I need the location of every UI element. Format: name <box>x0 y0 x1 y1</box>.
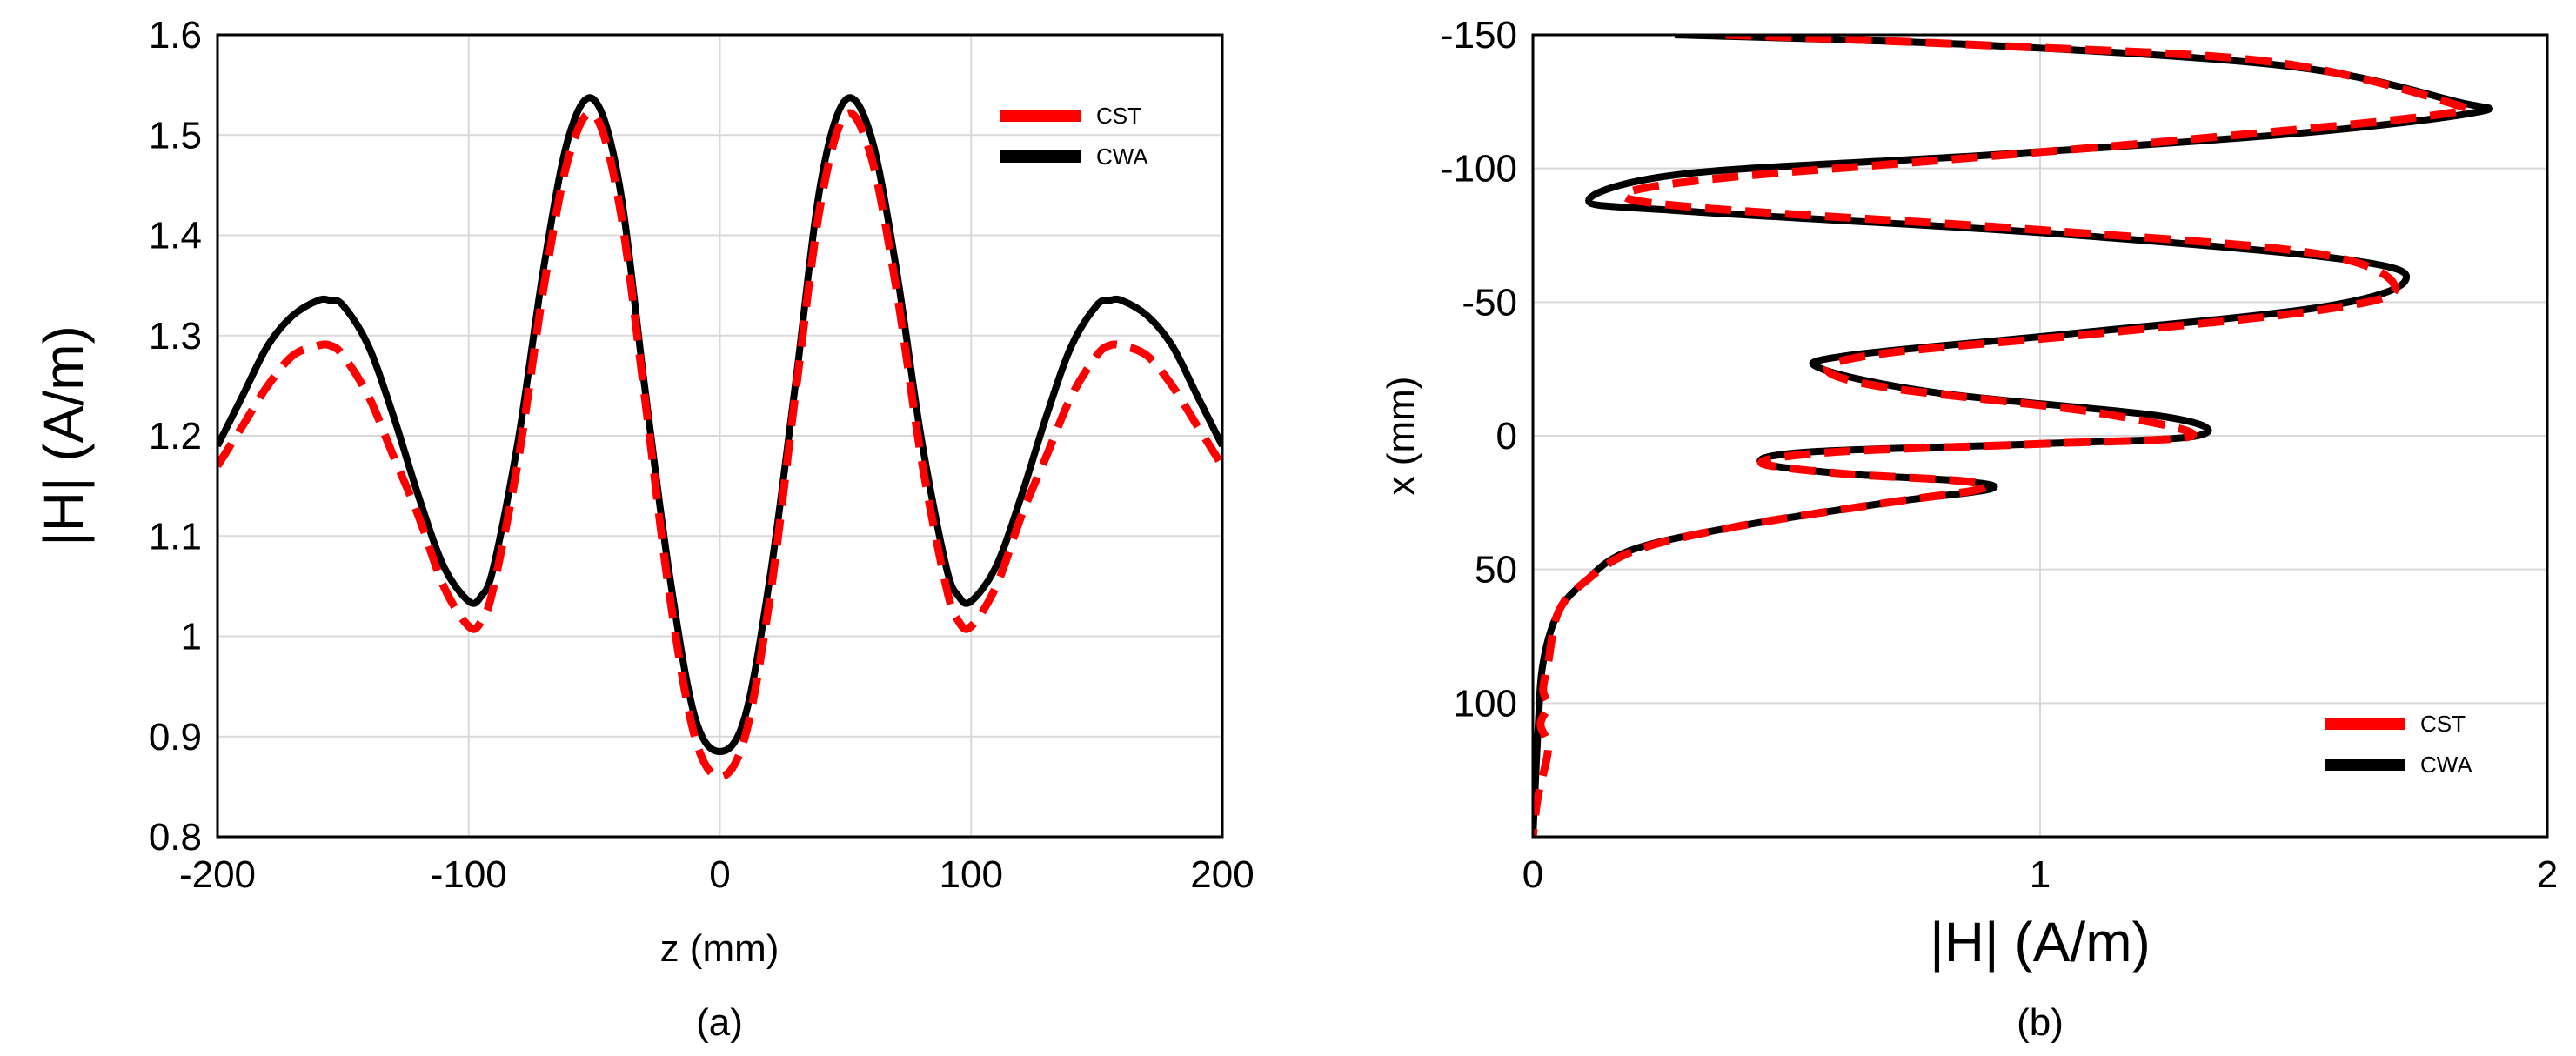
x-tick-label: 0 <box>1522 853 1543 896</box>
panel-b: 0 1 2 -150 -100 -50 0 50 100 |H| (A/m) x (mm) (b… <box>1380 14 2558 1044</box>
y-tick-label: 0.9 <box>149 716 202 759</box>
y-tick-label: 1.5 <box>149 114 202 157</box>
x-axis-label-a: z (mm) <box>660 927 779 970</box>
legend-label-cwa: CWA <box>1096 144 1148 170</box>
y-tick-label: 1.6 <box>149 14 202 57</box>
legend-a: CST CWA <box>1000 103 1148 170</box>
y-tick-label: -100 <box>1441 148 1517 190</box>
panel-caption-b: (b) <box>2017 1001 2064 1044</box>
y-tick-label: 1.2 <box>149 415 202 458</box>
x-axis-label-b: |H| (A/m) <box>1930 911 2151 973</box>
legend-label-cwa: CWA <box>2420 752 2472 778</box>
x-tick-label: 100 <box>940 853 1003 896</box>
axes-frame-b <box>1531 33 2549 839</box>
series-line-cst <box>217 109 1222 781</box>
x-tick-label: -100 <box>431 853 507 896</box>
panel-a: -200 -100 0 100 200 0.8 0.9 1 1.1 1.2 1.3 1.4 1.5 1.6… <box>32 14 1255 1044</box>
y-tick-label: 1 <box>181 616 202 658</box>
y-tick-label: -50 <box>1462 281 1517 324</box>
y-tick-label: 1.4 <box>149 215 202 257</box>
x-tick-label: 2 <box>2537 853 2558 896</box>
y-axis-label-b: x (mm) <box>1380 377 1422 496</box>
tick-labels-b: 0 1 2 -150 -100 -50 0 50 100 <box>1441 14 2558 896</box>
panel-caption-a: (a) <box>696 1001 743 1044</box>
legend-b: CST CWA <box>2325 711 2472 778</box>
plot-area-a <box>217 94 1222 781</box>
x-tick-label: -200 <box>179 853 256 896</box>
y-tick-label: 0 <box>1496 415 1517 458</box>
legend-label-cst: CST <box>1096 103 1141 129</box>
y-tick-label: 50 <box>1475 549 1517 591</box>
series-line-cwa <box>217 94 1222 755</box>
tick-labels-a: -200 -100 0 100 200 0.8 0.9 1 1.1 1.2 1.3 1.4 1.5 1.6 <box>149 14 1255 896</box>
series-line-cst <box>1533 35 2472 837</box>
x-tick-label: 0 <box>709 853 730 896</box>
x-tick-label: 200 <box>1190 853 1254 896</box>
axes-frame-a <box>216 33 1224 839</box>
y-axis-label-a: |H| (A/m) <box>32 325 95 546</box>
y-tick-label: -150 <box>1441 14 1517 57</box>
x-tick-label: 1 <box>2030 853 2051 896</box>
y-tick-label: 1.3 <box>149 315 202 358</box>
y-tick-label: 1.1 <box>149 515 202 558</box>
plot-area-b <box>1533 35 2493 837</box>
y-tick-label: 0.8 <box>149 816 202 859</box>
legend-label-cst: CST <box>2420 711 2466 737</box>
y-tick-label: 100 <box>1454 682 1517 725</box>
